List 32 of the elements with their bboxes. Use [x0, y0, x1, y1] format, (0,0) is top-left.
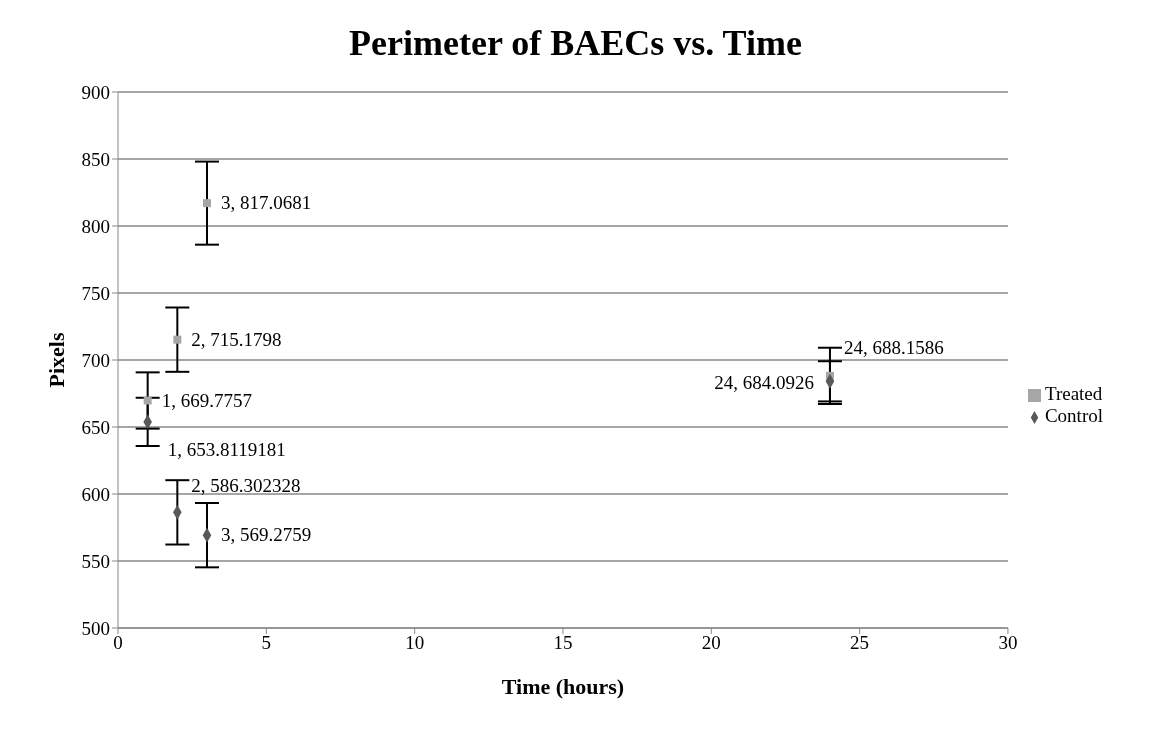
y-tick-label: 600 [81, 483, 110, 505]
y-tick-label: 650 [81, 416, 110, 438]
y-tick-label: 500 [81, 617, 110, 639]
x-tick-label: 25 [850, 632, 870, 654]
data-label: 3, 569.2759 [220, 524, 312, 546]
legend-label: Control [1044, 405, 1103, 426]
x-tick-label: 5 [261, 632, 272, 654]
x-tick-label: 0 [113, 632, 123, 654]
point [143, 396, 152, 405]
y-tick-label: 850 [81, 148, 110, 170]
data-label: 1, 653.8119181 [167, 438, 286, 460]
chart-title: Perimeter of BAECs vs. Time [348, 22, 803, 65]
x-axis-title: Time (hours) [501, 674, 625, 699]
y-tick-label: 750 [81, 282, 110, 304]
x-tick-label: 30 [998, 632, 1018, 654]
y-tick-label: 700 [81, 349, 110, 371]
y-axis-title: Pixels [43, 332, 69, 388]
data-label: 24, 684.0926 [714, 372, 814, 394]
x-tick-label: 20 [701, 632, 721, 654]
x-tick-label: 10 [405, 632, 425, 654]
legend-label: Treated [1044, 383, 1103, 404]
y-tick-label: 800 [81, 215, 110, 237]
y-tick-label: 550 [81, 550, 110, 572]
y-tick-label: 900 [81, 81, 110, 103]
point [202, 199, 211, 208]
data-label: 1, 669.7757 [161, 389, 252, 411]
data-label: 3, 817.0681 [220, 192, 312, 214]
data-label: 2, 715.1798 [191, 328, 282, 350]
data-label: 24, 688.1586 [843, 336, 944, 358]
x-tick-label: 15 [553, 632, 573, 654]
data-label: 2, 586.302328 [191, 475, 301, 497]
point [173, 335, 182, 344]
